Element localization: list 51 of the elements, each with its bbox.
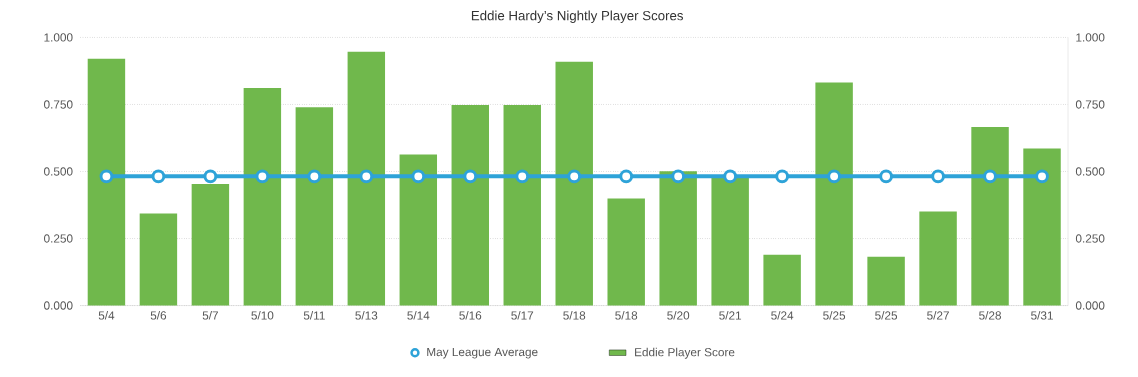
x-tick-label: 5/7: [202, 311, 218, 320]
y2-tick-label: 0.250: [1075, 234, 1105, 243]
chart-title: Eddie Hardy’s Nightly Player Scores: [471, 10, 684, 24]
x-tick-label: 5/14: [407, 311, 430, 320]
y-tick-label: 0.250: [44, 234, 73, 243]
x-tick-label: 5/18: [563, 311, 586, 320]
x-tick-label: 5/25: [823, 311, 846, 320]
bar: [451, 105, 489, 306]
y2-tick-label: 1.000: [1076, 33, 1105, 42]
x-tick-label: 5/20: [667, 311, 690, 320]
bar: [139, 213, 178, 306]
bar: [763, 255, 801, 306]
bar: [295, 107, 334, 306]
y-tick-label: 1.000: [44, 33, 73, 42]
bar: [1023, 148, 1061, 306]
x-tick-label: 5/31: [1031, 311, 1053, 320]
bar: [503, 105, 541, 306]
bar: [191, 184, 230, 306]
x-tick-label: 5/11: [303, 311, 325, 320]
bar: [607, 198, 645, 306]
bar: [971, 127, 1009, 306]
bar: [399, 154, 438, 306]
y-tick-label: 0.500: [44, 167, 73, 176]
y2-tick-label: 0.000: [1075, 301, 1105, 310]
y-tick-label: 0.750: [44, 100, 73, 109]
x-tick-label: 5/25: [875, 311, 898, 320]
bar: [815, 82, 853, 306]
x-tick-label: 5/17: [511, 311, 534, 320]
bar: [659, 171, 697, 306]
y-tick-label: 0.000: [44, 301, 73, 310]
bar: [919, 211, 957, 306]
x-tick-label: 5/24: [771, 311, 794, 320]
bar: [347, 51, 386, 306]
x-tick-label: 5/18: [615, 311, 638, 320]
x-tick-label: 5/4: [98, 311, 115, 320]
x-tick-label: 5/13: [355, 311, 378, 320]
x-tick-label: 5/27: [927, 311, 949, 320]
legend-label: May League Average: [427, 348, 538, 359]
x-tick-label: 5/16: [459, 311, 482, 320]
y2-tick-label: 0.750: [1075, 100, 1105, 109]
x-tick-label: 5/6: [150, 311, 167, 320]
x-tick-label: 5/21: [719, 311, 742, 320]
bar: [867, 257, 905, 306]
bar: [555, 62, 593, 306]
legend-label: Eddie Player Score: [635, 347, 735, 359]
y2-tick-label: 0.500: [1075, 167, 1105, 176]
x-tick-label: 5/10: [251, 311, 274, 320]
bar: [711, 176, 749, 306]
bar: [87, 58, 126, 306]
bar: [243, 88, 282, 306]
x-tick-label: 5/28: [979, 311, 1001, 320]
